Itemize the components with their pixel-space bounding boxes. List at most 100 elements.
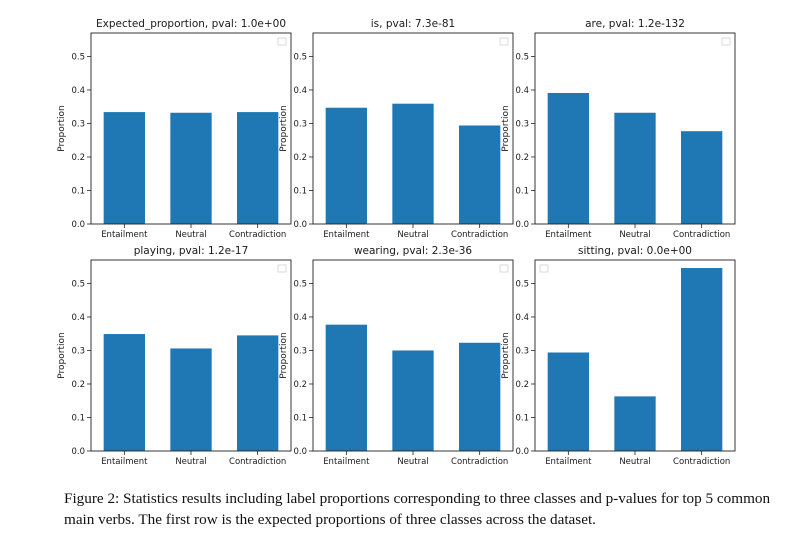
legend-box (277, 264, 287, 273)
chart-title: Expected_proportion, pval: 1.0e+00 (96, 18, 286, 30)
y-tick-label: 0.1 (71, 413, 85, 423)
chart-title: playing, pval: 1.2e-17 (134, 245, 249, 257)
x-tick-label: Entailment (101, 457, 148, 467)
axes-frame (534, 259, 736, 452)
y-tick-label: 0.2 (71, 380, 85, 390)
x-tick-label: Neutral (397, 457, 428, 467)
legend-box (499, 37, 509, 46)
y-tick-label: 0.2 (515, 380, 529, 390)
y-tick-label: 0.1 (71, 186, 85, 196)
y-tick-label: 0.5 (71, 52, 85, 62)
y-tick-label: 0.0 (293, 220, 307, 230)
x-tick-label: Contradiction (673, 457, 730, 467)
x-tick-label: Contradiction (673, 230, 730, 240)
y-tick-label: 0.3 (515, 346, 529, 356)
y-axis-label: Proportion (57, 105, 67, 151)
x-tick-label: Neutral (175, 457, 206, 467)
chart-title: wearing, pval: 2.3e-36 (354, 245, 472, 257)
y-tick-label: 0.4 (515, 313, 529, 323)
x-tick-label: Neutral (397, 230, 428, 240)
x-tick-label: Neutral (175, 230, 206, 240)
y-tick-label: 0.4 (71, 86, 85, 96)
y-axis-label: Proportion (501, 105, 511, 151)
bar-contradiction (681, 268, 723, 451)
chart-panel-6: sitting, pval: 0.0e+00 Proportion 0.0 0.1 0.… (501, 245, 736, 467)
x-tick-label: Contradiction (451, 457, 508, 467)
y-axis-label: Proportion (501, 332, 511, 378)
y-tick-label: 0.1 (515, 413, 529, 423)
bar-entailment (103, 334, 145, 451)
y-tick-label: 0.4 (293, 86, 307, 96)
chart-title: is, pval: 7.3e-81 (371, 18, 455, 30)
y-tick-label: 0.3 (71, 119, 85, 129)
chart-title: sitting, pval: 0.0e+00 (578, 245, 692, 257)
axes-frame (90, 259, 292, 452)
y-tick-label: 0.0 (293, 447, 307, 457)
bar-neutral (614, 396, 656, 451)
legend-box (721, 37, 731, 46)
y-axis-label: Proportion (279, 105, 289, 151)
y-tick-label: 0.0 (515, 220, 529, 230)
figure-panel-grid: Expected_proportion, pval: 1.0e+00 Propor… (57, 18, 736, 467)
bar-contradiction (237, 112, 279, 224)
x-tick-label: Entailment (545, 457, 592, 467)
y-tick-label: 0.3 (71, 346, 85, 356)
x-tick-label: Entailment (323, 230, 370, 240)
y-tick-label: 0.2 (293, 153, 307, 163)
y-axis-label: Proportion (57, 332, 67, 378)
y-tick-label: 0.0 (71, 447, 85, 457)
bar-entailment (547, 352, 589, 451)
figure-caption: Figure 2: Statistics results including l… (64, 490, 771, 528)
x-tick-label: Neutral (619, 457, 650, 467)
bar-contradiction (237, 335, 279, 451)
x-tick-label: Contradiction (229, 230, 286, 240)
bar-contradiction (681, 131, 723, 224)
y-tick-label: 0.1 (293, 186, 307, 196)
legend-box (277, 37, 287, 46)
legend-box (539, 264, 549, 273)
y-tick-label: 0.1 (293, 413, 307, 423)
x-tick-label: Neutral (619, 230, 650, 240)
axes-frame (534, 32, 736, 225)
bar-neutral (614, 112, 656, 224)
y-tick-label: 0.3 (515, 119, 529, 129)
bar-neutral (170, 348, 212, 451)
axes-frame (312, 32, 514, 225)
y-tick-label: 0.4 (293, 313, 307, 323)
y-tick-label: 0.4 (515, 86, 529, 96)
chart-title: are, pval: 1.2e-132 (585, 18, 685, 30)
chart-panel-3: are, pval: 1.2e-132 Proportion 0.0 0.1 0.2 0.… (501, 18, 736, 240)
x-tick-label: Contradiction (229, 457, 286, 467)
bar-entailment (547, 92, 589, 224)
bar-neutral (392, 350, 434, 451)
x-tick-label: Entailment (545, 230, 592, 240)
y-tick-label: 0.5 (293, 279, 307, 289)
y-tick-label: 0.5 (515, 279, 529, 289)
x-tick-label: Contradiction (451, 230, 508, 240)
axes-frame (90, 32, 292, 225)
y-tick-label: 0.2 (293, 380, 307, 390)
bar-entailment (325, 324, 367, 451)
y-tick-label: 0.4 (71, 313, 85, 323)
chart-panel-4: playing, pval: 1.2e-17 Proportion 0.0 0.1 0.… (57, 245, 292, 467)
chart-panel-5: wearing, pval: 2.3e-36 Proportion 0.0 0.1 0.… (279, 245, 514, 467)
y-axis-label: Proportion (279, 332, 289, 378)
y-tick-label: 0.1 (515, 186, 529, 196)
y-tick-label: 0.5 (71, 279, 85, 289)
y-tick-label: 0.0 (71, 220, 85, 230)
x-tick-label: Entailment (101, 230, 148, 240)
legend-box (499, 264, 509, 273)
y-tick-label: 0.0 (515, 447, 529, 457)
bar-contradiction (459, 342, 501, 451)
axes-frame (312, 259, 514, 452)
y-tick-label: 0.2 (71, 153, 85, 163)
bar-entailment (325, 107, 367, 224)
x-tick-label: Entailment (323, 457, 370, 467)
y-tick-label: 0.5 (293, 52, 307, 62)
bar-neutral (392, 103, 434, 224)
chart-panel-1: Expected_proportion, pval: 1.0e+00 Propor… (57, 18, 292, 240)
bar-entailment (103, 112, 145, 224)
y-tick-label: 0.5 (515, 52, 529, 62)
y-tick-label: 0.2 (515, 153, 529, 163)
y-tick-label: 0.3 (293, 346, 307, 356)
